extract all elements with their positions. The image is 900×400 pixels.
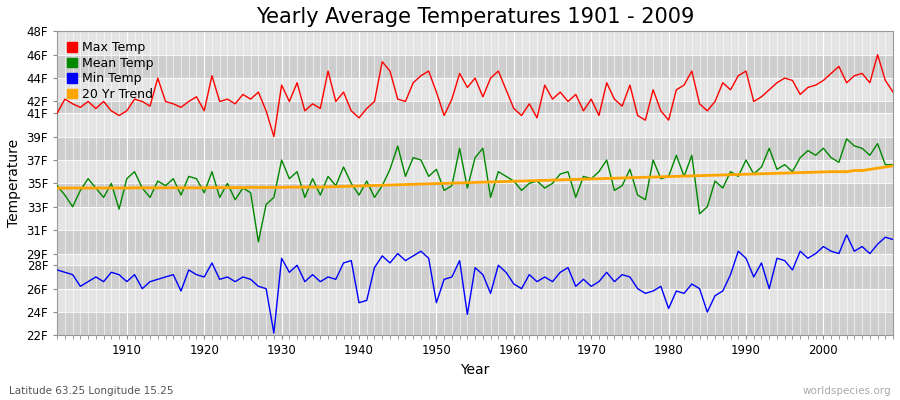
Bar	[58, 136, 893, 160]
Bar	[58, 78, 893, 102]
Bar	[58, 312, 893, 336]
Text: worldspecies.org: worldspecies.org	[803, 386, 891, 396]
Text: Latitude 63.25 Longitude 15.25: Latitude 63.25 Longitude 15.25	[9, 386, 174, 396]
Bar	[58, 254, 893, 265]
Bar	[58, 230, 893, 254]
Bar	[58, 289, 893, 312]
Bar	[58, 183, 893, 207]
Title: Yearly Average Temperatures 1901 - 2009: Yearly Average Temperatures 1901 - 2009	[256, 7, 694, 27]
Bar	[58, 31, 893, 55]
Bar	[58, 113, 893, 136]
Bar	[58, 102, 893, 113]
Bar	[58, 55, 893, 78]
Bar	[58, 265, 893, 289]
Bar	[58, 207, 893, 230]
Legend: Max Temp, Mean Temp, Min Temp, 20 Yr Trend: Max Temp, Mean Temp, Min Temp, 20 Yr Tre…	[63, 38, 158, 104]
Bar	[58, 160, 893, 183]
X-axis label: Year: Year	[461, 363, 490, 377]
Y-axis label: Temperature: Temperature	[7, 139, 21, 228]
